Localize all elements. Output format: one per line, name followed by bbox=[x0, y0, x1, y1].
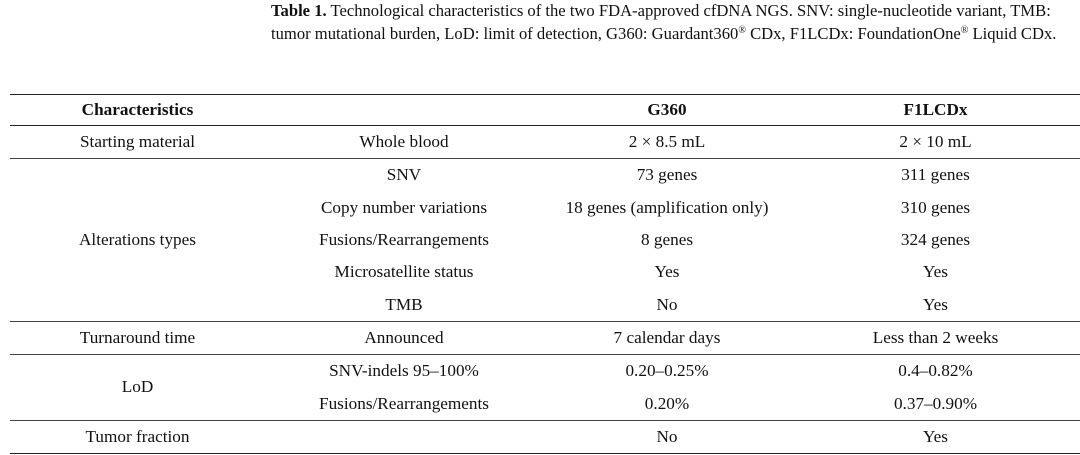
caption-text-2: CDx, F1LCDx: FoundationOne bbox=[745, 23, 961, 43]
table-row: Microsatellite status Yes Yes bbox=[10, 256, 1080, 288]
table-row: Copy number variations 18 genes (amplifi… bbox=[10, 192, 1080, 224]
cell-f1lcdx: 324 genes bbox=[900, 230, 971, 250]
row-group-label: Turnaround time bbox=[10, 320, 265, 355]
registered-mark-1: ® bbox=[738, 24, 746, 36]
header-g360: G360 bbox=[543, 94, 791, 126]
table-row: Alterations types SNV 73 genes 311 genes bbox=[10, 158, 1080, 322]
table-header-row: Characteristics G360 F1LCDx bbox=[10, 94, 1080, 126]
cell-g360: 2 × 8.5 mL bbox=[543, 124, 791, 159]
cell-f1lcdx: 0.37–0.90% bbox=[893, 393, 978, 413]
cell-g360: No bbox=[543, 419, 791, 454]
registered-mark-2: ® bbox=[960, 24, 969, 36]
row-group-label: Tumor fraction bbox=[10, 419, 265, 454]
characteristics-table: Characteristics G360 F1LCDx Starting mat… bbox=[10, 94, 1080, 454]
cell-g360: Yes bbox=[654, 262, 680, 282]
table-row: Starting material Whole blood 2 × 8.5 mL… bbox=[10, 124, 1080, 159]
table-row: Fusions/Rearrangements 8 genes 324 genes bbox=[10, 224, 1080, 256]
row-sub-label: SNV bbox=[265, 158, 543, 192]
row-sub-label: Microsatellite status bbox=[334, 262, 474, 282]
cell-f1lcdx: 310 genes bbox=[900, 197, 971, 217]
cell-f1lcdx: Yes bbox=[791, 419, 1080, 454]
table-row: LoD SNV-indels 95–100% 0.20–0.25% 0.4–0.… bbox=[10, 354, 1080, 421]
cell-g360: 8 genes bbox=[640, 230, 694, 250]
cell-g360: 73 genes bbox=[543, 158, 791, 192]
row-group-label: Alterations types bbox=[10, 158, 265, 322]
cell-f1lcdx: Yes bbox=[922, 294, 948, 314]
cell-f1lcdx: 311 genes bbox=[791, 158, 1080, 192]
cell-g360: 0.20% bbox=[644, 393, 690, 413]
header-subcategory bbox=[265, 94, 543, 126]
row-sub-label: SNV-indels 95–100% bbox=[265, 354, 543, 388]
cell-f1lcdx: Yes bbox=[922, 262, 948, 282]
caption-text-1: Technological characteristics of the two… bbox=[271, 1, 1051, 43]
cell-f1lcdx: Less than 2 weeks bbox=[791, 320, 1080, 355]
row-group-label: Starting material bbox=[10, 124, 265, 159]
cell-g360: No bbox=[656, 294, 678, 314]
table-row: TMB No Yes bbox=[10, 288, 1080, 321]
row-sub-label: Fusions/Rearrangements bbox=[319, 393, 489, 413]
row-sub-label: Copy number variations bbox=[320, 197, 488, 217]
table-caption: Table 1. Technological characteristics o… bbox=[271, 0, 1076, 45]
cell-g360: 0.20–0.25% bbox=[543, 354, 791, 388]
cell-g360: 7 calendar days bbox=[543, 320, 791, 355]
row-sub-label: Announced bbox=[265, 320, 543, 355]
cell-f1lcdx: 2 × 10 mL bbox=[791, 124, 1080, 159]
header-characteristics: Characteristics bbox=[10, 94, 265, 126]
cell-f1lcdx: 0.4–0.82% bbox=[791, 354, 1080, 388]
row-sub-label bbox=[265, 419, 543, 454]
caption-text-3: Liquid CDx. bbox=[968, 23, 1057, 43]
header-f1lcdx: F1LCDx bbox=[791, 94, 1080, 126]
row-sub-label: TMB bbox=[385, 294, 423, 314]
table-row: Tumor fraction No Yes bbox=[10, 419, 1080, 454]
row-sub-label: Whole blood bbox=[265, 124, 543, 159]
table-caption-label: Table 1. bbox=[271, 1, 327, 20]
cell-g360: 18 genes (amplification only) bbox=[565, 197, 769, 217]
row-sub-label: Fusions/Rearrangements bbox=[319, 230, 489, 250]
table-row: Turnaround time Announced 7 calendar day… bbox=[10, 320, 1080, 355]
table-row: Fusions/Rearrangements 0.20% 0.37–0.90% bbox=[10, 387, 1080, 420]
row-group-label: LoD bbox=[10, 354, 265, 421]
